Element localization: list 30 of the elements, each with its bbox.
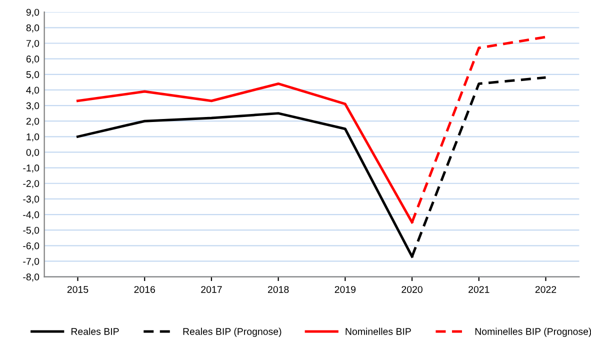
x-tick-label: 2020 xyxy=(402,286,422,293)
y-tick-label: 7,0 xyxy=(26,40,40,48)
legend-label: Nominelles BIP (Prognose) xyxy=(475,328,591,337)
y-tick-label: -7,0 xyxy=(23,258,40,266)
x-tick-label: 2017 xyxy=(201,286,222,293)
y-tick-label: -4,0 xyxy=(23,211,40,220)
y-tick-label: 1,0 xyxy=(26,133,40,142)
y-tick-label: -2,0 xyxy=(23,180,40,188)
legend-label: Nominelles BIP xyxy=(346,328,411,335)
x-tick-label: 2018 xyxy=(268,286,289,293)
y-tick-label: -8,0 xyxy=(23,274,40,282)
y-tick-label: -5,0 xyxy=(23,226,40,235)
y-tick-label: 8,0 xyxy=(26,24,40,32)
x-tick-label: 2022 xyxy=(535,286,556,293)
y-tick-label: -3,0 xyxy=(23,196,40,204)
legend-label: Reales BIP (Prognose) xyxy=(183,328,282,337)
y-tick-label: 3,0 xyxy=(26,102,40,110)
x-tick-label: 2016 xyxy=(134,286,155,293)
y-tick-label: 2,0 xyxy=(26,118,40,126)
legend-label: Reales BIP xyxy=(71,328,119,335)
y-tick-label: 5,0 xyxy=(26,71,40,80)
y-tick-label: 6,0 xyxy=(26,56,40,64)
x-tick-label: 2021 xyxy=(468,286,490,293)
y-tick-label: -6,0 xyxy=(23,242,40,250)
y-tick-label: 4,0 xyxy=(26,86,40,95)
x-tick-label: 2015 xyxy=(67,286,88,293)
y-tick-label: 0,0 xyxy=(26,148,40,158)
y-tick-label: -1,0 xyxy=(23,164,40,173)
x-tick-label: 2019 xyxy=(334,286,356,293)
y-tick-label: 9,0 xyxy=(26,8,40,17)
